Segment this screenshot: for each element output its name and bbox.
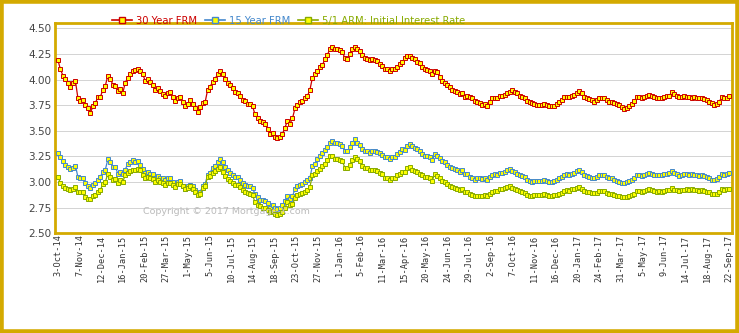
Text: Copyright © 2017 Mortgage-X.com: Copyright © 2017 Mortgage-X.com xyxy=(143,207,310,216)
Legend: 30 Year FRM, 15 Year FRM, 5/1 ARM: Initial Interest Rate: 30 Year FRM, 15 Year FRM, 5/1 ARM: Initi… xyxy=(108,12,469,30)
